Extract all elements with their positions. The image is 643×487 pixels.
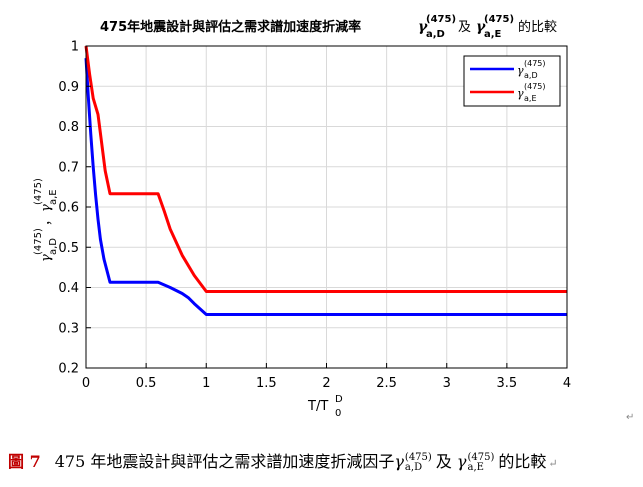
title-sub-1: a,D — [426, 29, 445, 40]
legend-sub-E: a,E — [524, 94, 537, 103]
x-axis-label: T/T D 0 — [307, 394, 343, 419]
caption-gamma-1: γ — [394, 452, 404, 471]
y-tick-label: 0.9 — [58, 80, 79, 95]
legend-sub-D: a,D — [524, 71, 538, 80]
y-tick-label: 0.6 — [58, 201, 79, 216]
figure-caption: 圖 7 475 年地震設計與評估之需求譜加速度折減因子γ (475) a,D 及 γ (4… — [8, 448, 638, 480]
legend-sup-E: (475) — [524, 82, 546, 91]
y-tick-label: 0.7 — [58, 160, 79, 175]
x-label-main: T/T — [307, 399, 328, 414]
legend-sup-D: (475) — [524, 59, 546, 68]
y-tick-label: 0.5 — [58, 241, 79, 256]
title-gamma-2: γ — [476, 19, 486, 35]
y-label-gamma-2: γ — [39, 204, 54, 212]
legend-gamma-D: γ — [517, 64, 524, 77]
x-tick-label: 1 — [202, 376, 210, 391]
y-tick-label: 0.4 — [58, 281, 79, 296]
caption-mid: 及 — [435, 452, 452, 471]
x-axis-ticks: 0 0.5 1 1.5 2 2.5 3 3.5 4 — [82, 363, 571, 391]
y-tick-label: 0.3 — [58, 321, 79, 336]
x-tick-label: 2.5 — [376, 376, 397, 391]
y-tick-label: 0.2 — [58, 362, 79, 377]
title-end: 的比較 — [518, 19, 557, 35]
series-line-aD — [84, 58, 567, 316]
legend-gamma-E: γ — [517, 87, 524, 100]
title-and: 及 — [458, 20, 471, 35]
x-tick-label: 0.5 — [136, 376, 157, 391]
chart-title: 475年地震設計與評估之需求譜加速度折減率 γ (475) a,D 及 γ (4… — [100, 14, 557, 40]
series-line-aE — [84, 45, 567, 293]
chart-title-text: 475年地震設計與評估之需求譜加速度折減率 — [100, 19, 361, 35]
legend: γ (475) a,D γ (475) a,E — [463, 55, 561, 107]
x-tick-label: 0 — [82, 376, 90, 391]
caption-gamma-2: γ — [456, 452, 467, 471]
x-label-sub: 0 — [335, 408, 341, 419]
caption-return-mark: ↵ — [548, 457, 558, 470]
y-label-sub-2: a,E — [48, 189, 59, 205]
y-tick-label: 1 — [71, 40, 79, 55]
y-tick-label: 0.8 — [58, 120, 79, 135]
x-tick-label: 4 — [563, 376, 571, 391]
return-mark-chart: ↵ — [626, 412, 634, 423]
caption-sub-2: a,E — [467, 461, 484, 473]
chart: 475年地震設計與評估之需求譜加速度折減率 γ (475) a,D 及 γ (4… — [33, 14, 634, 423]
x-tick-label: 3.5 — [497, 376, 518, 391]
title-sup-2: (475) — [484, 14, 514, 25]
x-tick-label: 1.5 — [256, 376, 277, 391]
figure-label: 圖 7 — [8, 452, 41, 471]
caption-text: 475 年地震設計與評估之需求譜加速度折減因子 — [54, 452, 395, 471]
y-label-sep: ， — [39, 213, 54, 226]
y-axis-ticks: 0.2 0.3 0.4 0.5 0.6 0.7 0.8 0.9 1 — [58, 40, 91, 377]
caption-sub-1: a,D — [404, 461, 423, 473]
x-tick-label: 3 — [443, 376, 451, 391]
caption-script-2: (475) a,E — [467, 451, 495, 473]
caption-sup-1: (475) — [404, 451, 432, 463]
title-sup-1: (475) — [426, 14, 456, 25]
x-tick-label: 2 — [322, 376, 330, 391]
legend-box — [463, 55, 561, 107]
x-label-sup: D — [335, 394, 343, 405]
y-axis-label: γ (475) a,D ， γ (475) a,E — [33, 178, 59, 262]
y-label-sup-2: (475) — [33, 178, 44, 205]
y-label-sub-1: a,D — [48, 238, 59, 255]
y-label-sup-1: (475) — [33, 228, 44, 255]
caption-end: 的比較 — [498, 452, 547, 471]
caption-script-1: (475) a,D — [404, 451, 432, 473]
series-layer — [84, 45, 567, 316]
caption-sup-2: (475) — [467, 451, 495, 463]
y-label-gamma-1: γ — [39, 254, 54, 262]
title-sub-2: a,E — [484, 29, 502, 40]
title-gamma-1: γ — [418, 19, 428, 35]
